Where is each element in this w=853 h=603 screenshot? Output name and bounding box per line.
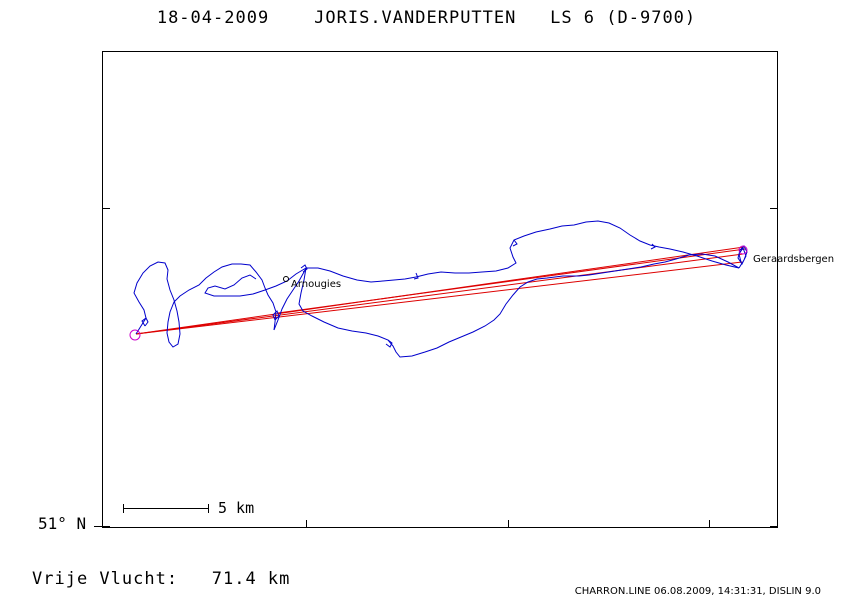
- place-label-geraardsbergen: Geraardsbergen: [753, 254, 835, 265]
- chart-title: 18-04-2009 JORIS.VANDERPUTTEN LS 6 (D-97…: [0, 8, 853, 28]
- distance-summary: Vrije Vlucht: 71.4 km: [32, 569, 291, 589]
- place-label-arnougies: Arnougies: [291, 279, 342, 290]
- place-marker: [283, 276, 289, 282]
- flight-track: [133, 220, 748, 358]
- credits-text: CHARRON.LINE 06.08.2009, 14:31:31, DISLI…: [574, 586, 821, 597]
- glider-type: LS 6 (D-9700): [550, 8, 697, 28]
- start-marker: [129, 329, 141, 341]
- scale-label: 5 km: [218, 499, 255, 517]
- map-frame: [102, 51, 778, 528]
- latitude-label: 51° N: [38, 514, 87, 533]
- pilot-name: JORIS.VANDERPUTTEN: [314, 8, 517, 28]
- flight-date: 18-04-2009: [156, 8, 270, 28]
- turnpoint-marker: [738, 245, 748, 255]
- frame-ticks: [94, 208, 778, 527]
- task-lines: [135, 246, 746, 335]
- scale-bar: [123, 504, 209, 513]
